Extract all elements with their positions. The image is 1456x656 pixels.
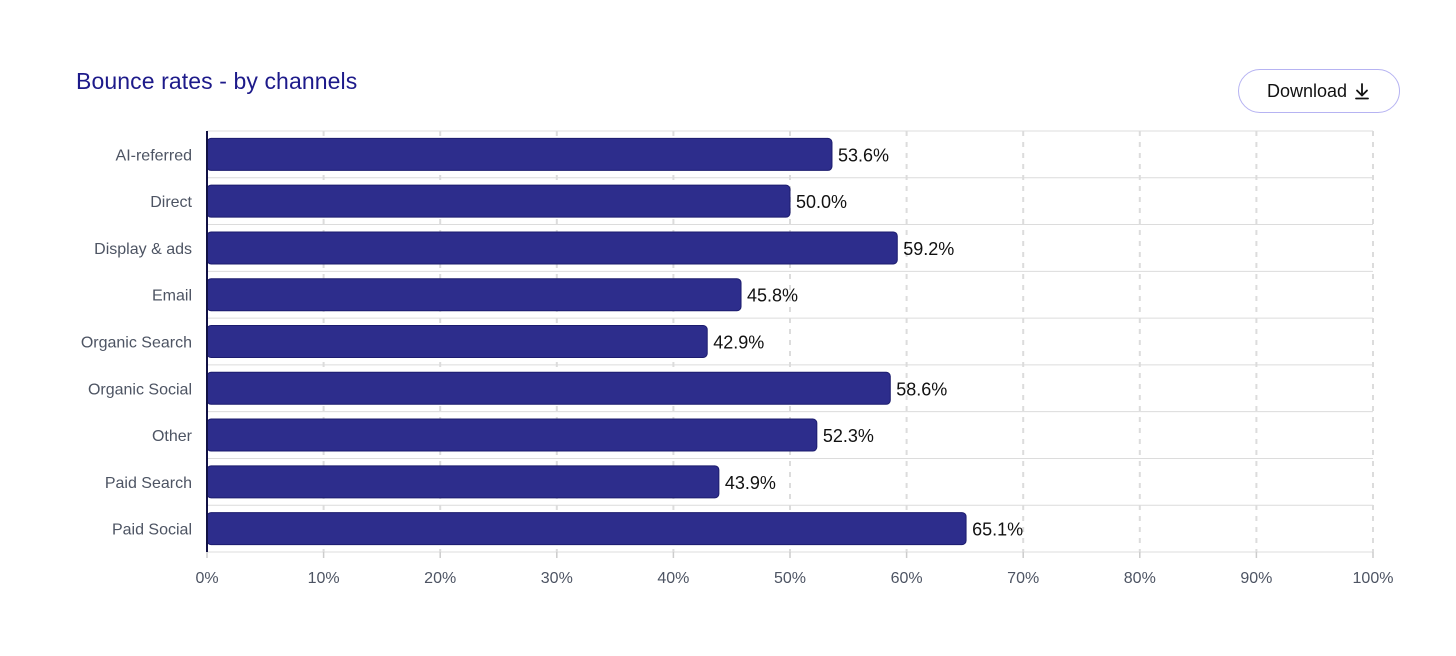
bar — [206, 325, 708, 358]
category-label: Organic Search — [81, 335, 192, 352]
x-tick-label: 20% — [424, 570, 456, 587]
x-tick-label: 10% — [308, 570, 340, 587]
download-button[interactable]: Download — [1238, 69, 1400, 113]
x-tick-label: 100% — [1353, 570, 1394, 587]
category-label: Organic Social — [88, 381, 192, 398]
data-label: 52.3% — [823, 426, 874, 446]
category-label: Paid Social — [112, 522, 192, 539]
data-label: 50.0% — [796, 192, 847, 212]
chart-title: Bounce rates - by channels — [76, 68, 358, 94]
x-tick-label: 70% — [1007, 570, 1039, 587]
x-tick-label: 30% — [541, 570, 573, 587]
data-label: 58.6% — [896, 379, 947, 399]
x-tick-label: 60% — [891, 570, 923, 587]
x-tick-label: 40% — [657, 570, 689, 587]
data-label: 59.2% — [903, 239, 954, 259]
bar — [206, 231, 898, 265]
data-label: 43.9% — [725, 473, 776, 493]
data-label: 45.8% — [747, 286, 798, 306]
bar — [206, 465, 720, 499]
category-label: Direct — [150, 194, 192, 211]
x-tick-label: 80% — [1124, 570, 1156, 587]
x-tick-label: 50% — [774, 570, 806, 587]
category-label: Paid Search — [105, 475, 192, 492]
bar — [206, 137, 833, 171]
bar — [206, 371, 891, 405]
x-tick-label: 90% — [1240, 570, 1272, 587]
bar — [206, 184, 791, 218]
category-label: Email — [152, 288, 192, 305]
download-label: Download — [1266, 80, 1348, 101]
bar — [206, 512, 967, 546]
category-label: Display & ads — [94, 241, 192, 258]
x-tick-label: 0% — [195, 570, 218, 587]
data-label: 53.6% — [838, 145, 889, 165]
download-arrow-icon — [1353, 82, 1371, 100]
bar — [206, 278, 742, 312]
data-label: 42.9% — [713, 333, 764, 353]
data-label: 65.1% — [972, 520, 1023, 540]
category-label: AI-referred — [116, 147, 192, 164]
category-label: Other — [152, 428, 193, 445]
bar — [206, 418, 818, 452]
